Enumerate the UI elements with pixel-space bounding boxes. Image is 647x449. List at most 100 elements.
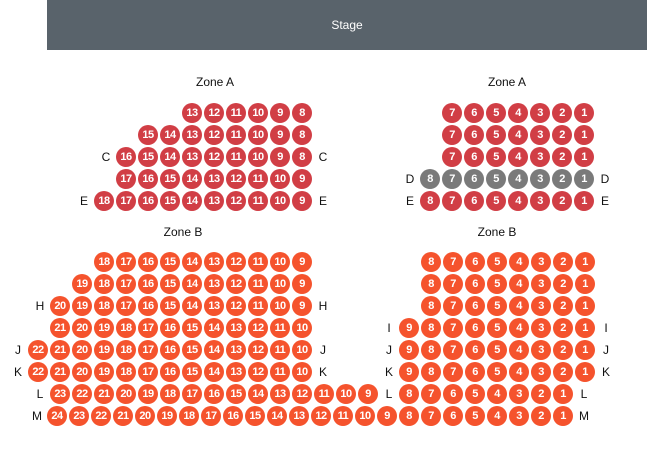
seat[interactable]: 13 — [204, 191, 224, 211]
seat[interactable]: 3 — [531, 318, 551, 338]
seat[interactable]: 7 — [442, 191, 462, 211]
seat[interactable]: 1 — [575, 318, 595, 338]
seat[interactable]: 20 — [116, 384, 136, 404]
seat[interactable]: 13 — [204, 169, 224, 189]
seat[interactable]: 13 — [182, 103, 202, 123]
seat[interactable]: 13 — [289, 406, 309, 426]
seat[interactable]: 14 — [182, 191, 202, 211]
seat[interactable]: 8 — [399, 384, 419, 404]
seat[interactable]: 13 — [226, 318, 246, 338]
seat[interactable]: 20 — [135, 406, 155, 426]
seat[interactable]: 7 — [443, 274, 463, 294]
seat[interactable]: 23 — [50, 384, 70, 404]
seat[interactable]: 4 — [509, 340, 529, 360]
seat[interactable]: 13 — [226, 340, 246, 360]
seat[interactable]: 10 — [292, 340, 312, 360]
seat[interactable]: 2 — [552, 125, 572, 145]
seat[interactable]: 23 — [69, 406, 89, 426]
seat[interactable]: 22 — [28, 362, 48, 382]
seat[interactable]: 1 — [575, 362, 595, 382]
seat[interactable]: 16 — [160, 318, 180, 338]
seat[interactable]: 12 — [226, 252, 246, 272]
seat-unavailable[interactable]: 5 — [486, 169, 506, 189]
seat[interactable]: 9 — [399, 362, 419, 382]
seat[interactable]: 14 — [204, 340, 224, 360]
seat[interactable]: 14 — [160, 125, 180, 145]
seat[interactable]: 15 — [138, 147, 158, 167]
seat[interactable]: 12 — [226, 274, 246, 294]
seat[interactable]: 7 — [443, 252, 463, 272]
seat[interactable]: 11 — [270, 362, 290, 382]
seat[interactable]: 21 — [94, 384, 114, 404]
seat[interactable]: 10 — [270, 169, 290, 189]
seat[interactable]: 21 — [50, 340, 70, 360]
seat[interactable]: 20 — [72, 318, 92, 338]
seat[interactable]: 10 — [292, 362, 312, 382]
seat[interactable]: 17 — [138, 318, 158, 338]
seat[interactable]: 2 — [552, 191, 572, 211]
seat[interactable]: 17 — [116, 252, 136, 272]
seat[interactable]: 6 — [443, 384, 463, 404]
seat[interactable]: 10 — [270, 274, 290, 294]
seat[interactable]: 4 — [508, 147, 528, 167]
seat[interactable]: 12 — [248, 318, 268, 338]
seat[interactable]: 9 — [399, 340, 419, 360]
seat[interactable]: 1 — [575, 296, 595, 316]
seat[interactable]: 9 — [292, 252, 312, 272]
seat[interactable]: 5 — [487, 296, 507, 316]
seat[interactable]: 1 — [553, 384, 573, 404]
seat[interactable]: 14 — [182, 274, 202, 294]
seat[interactable]: 15 — [226, 384, 246, 404]
seat[interactable]: 10 — [270, 296, 290, 316]
seat[interactable]: 4 — [508, 125, 528, 145]
seat[interactable]: 6 — [465, 362, 485, 382]
seat[interactable]: 18 — [94, 274, 114, 294]
seat[interactable]: 5 — [486, 125, 506, 145]
seat[interactable]: 7 — [442, 103, 462, 123]
seat[interactable]: 18 — [179, 406, 199, 426]
seat[interactable]: 11 — [226, 125, 246, 145]
seat[interactable]: 4 — [509, 296, 529, 316]
seat[interactable]: 4 — [487, 406, 507, 426]
seat[interactable]: 17 — [138, 340, 158, 360]
seat[interactable]: 12 — [311, 406, 331, 426]
seat[interactable]: 7 — [443, 362, 463, 382]
seat[interactable]: 9 — [270, 103, 290, 123]
seat[interactable]: 9 — [377, 406, 397, 426]
seat[interactable]: 15 — [182, 318, 202, 338]
seat[interactable]: 13 — [204, 252, 224, 272]
seat[interactable]: 2 — [553, 252, 573, 272]
seat[interactable]: 3 — [509, 406, 529, 426]
seat[interactable]: 2 — [553, 340, 573, 360]
seat[interactable]: 4 — [509, 252, 529, 272]
seat[interactable]: 15 — [138, 125, 158, 145]
seat[interactable]: 5 — [486, 191, 506, 211]
seat[interactable]: 19 — [94, 318, 114, 338]
seat[interactable]: 4 — [509, 318, 529, 338]
seat[interactable]: 3 — [531, 362, 551, 382]
seat[interactable]: 11 — [270, 340, 290, 360]
seat[interactable]: 17 — [201, 406, 221, 426]
seat[interactable]: 21 — [113, 406, 133, 426]
seat[interactable]: 7 — [442, 147, 462, 167]
seat[interactable]: 2 — [531, 406, 551, 426]
seat[interactable]: 16 — [116, 147, 136, 167]
seat-unavailable[interactable]: 7 — [442, 169, 462, 189]
seat[interactable]: 1 — [575, 274, 595, 294]
seat[interactable]: 2 — [531, 384, 551, 404]
seat[interactable]: 6 — [464, 191, 484, 211]
seat[interactable]: 6 — [464, 147, 484, 167]
seat[interactable]: 22 — [28, 340, 48, 360]
seat[interactable]: 15 — [160, 169, 180, 189]
seat[interactable]: 12 — [292, 384, 312, 404]
seat[interactable]: 2 — [552, 103, 572, 123]
seat[interactable]: 3 — [531, 274, 551, 294]
seat[interactable]: 7 — [421, 406, 441, 426]
seat[interactable]: 11 — [248, 296, 268, 316]
seat[interactable]: 14 — [248, 384, 268, 404]
seat[interactable]: 1 — [575, 252, 595, 272]
seat[interactable]: 3 — [531, 296, 551, 316]
seat[interactable]: 5 — [487, 318, 507, 338]
seat[interactable]: 11 — [333, 406, 353, 426]
seat[interactable]: 19 — [72, 296, 92, 316]
